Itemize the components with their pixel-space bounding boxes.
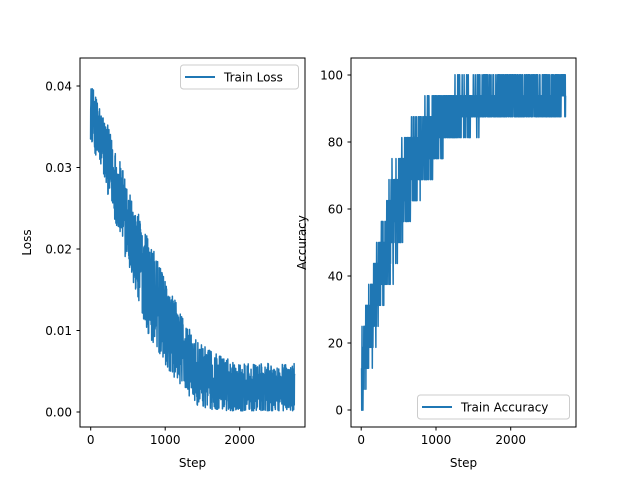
- accuracy-ytick-label-4: 80: [328, 136, 343, 150]
- loss-xtick-label-0: 0: [87, 433, 95, 447]
- loss-y-axis-label: Loss: [20, 229, 34, 255]
- accuracy-xtick-label-1: 1000: [421, 433, 452, 447]
- loss-ytick-label-4: 0.04: [45, 80, 72, 94]
- accuracy-xtick-label-2: 2000: [495, 433, 526, 447]
- accuracy-legend-label: Train Accuracy: [460, 401, 548, 415]
- accuracy-series-line: [360, 74, 567, 411]
- loss-ytick-label-1: 0.01: [45, 324, 72, 338]
- loss-ytick-label-0: 0.00: [45, 406, 72, 420]
- loss-x-ticks: 0 1000 2000: [87, 427, 255, 447]
- loss-x-axis-label: Step: [179, 456, 206, 470]
- loss-ytick-label-3: 0.03: [45, 161, 72, 175]
- accuracy-ytick-label-3: 60: [328, 203, 343, 217]
- accuracy-ytick-label-1: 20: [328, 337, 343, 351]
- loss-y-ticks: 0.00 0.01 0.02 0.03 0.04: [45, 80, 80, 420]
- accuracy-ytick-label-2: 40: [328, 270, 343, 284]
- accuracy-xtick-label-0: 0: [357, 433, 365, 447]
- accuracy-plot-area: [360, 74, 567, 411]
- accuracy-ytick-label-5: 100: [320, 69, 343, 83]
- loss-series-line: [89, 87, 296, 412]
- accuracy-y-axis-label: Accuracy: [295, 215, 309, 270]
- loss-xtick-label-2: 2000: [224, 433, 255, 447]
- loss-xtick-label-1: 1000: [150, 433, 181, 447]
- loss-legend-box: [180, 64, 299, 90]
- loss-legend-label: Train Loss: [223, 71, 283, 85]
- accuracy-legend: Train Accuracy: [417, 394, 570, 420]
- loss-axes-frame: [79, 57, 306, 428]
- loss-legend: Train Loss: [180, 64, 299, 90]
- loss-ytick-label-2: 0.02: [45, 243, 72, 257]
- accuracy-x-ticks: 0 1000 2000: [357, 427, 526, 447]
- accuracy-y-ticks: 0 20 40 60 80 100: [320, 69, 351, 418]
- loss-chart: 0 1000 2000 0.00 0.01 0.02 0.03 0.04 Ste…: [20, 57, 306, 470]
- accuracy-x-axis-label: Step: [450, 456, 477, 470]
- accuracy-legend-box: [417, 394, 570, 420]
- accuracy-ytick-label-0: 0: [335, 404, 343, 418]
- accuracy-chart: 0 1000 2000 0 20 40 60 80 100 Step Accur…: [295, 57, 577, 470]
- loss-plot-area: [89, 87, 296, 412]
- accuracy-axes-frame: [350, 57, 577, 428]
